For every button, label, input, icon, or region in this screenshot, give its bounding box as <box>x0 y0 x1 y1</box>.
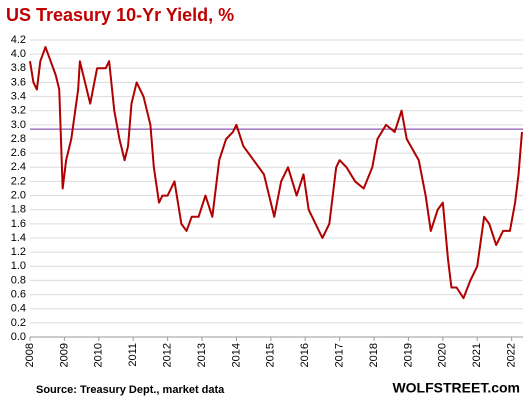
y-tick-label: 2.8 <box>11 133 26 145</box>
y-tick-label: 1.4 <box>11 232 26 244</box>
y-tick-label: 0.2 <box>11 317 26 329</box>
x-tick-label: 2016 <box>299 343 311 367</box>
source: Source: Treasury Dept., market data <box>36 384 225 396</box>
y-tick-label: 2.0 <box>11 189 26 201</box>
y-tick-label: 1.2 <box>11 246 26 258</box>
x-tick-label: 2021 <box>471 343 483 367</box>
y-tick-label: 4.2 <box>11 34 26 46</box>
x-tick-label: 2018 <box>368 343 380 367</box>
x-tick-label: 2022 <box>506 343 518 367</box>
y-tick-label: 0.8 <box>11 274 26 286</box>
line-series <box>29 46 523 300</box>
brand: WOLFSTREET.com <box>392 380 520 396</box>
x-tick-label: 2011 <box>127 343 139 367</box>
y-tick-label: 2.6 <box>11 147 26 159</box>
y-tick-label: 3.4 <box>11 90 26 102</box>
y-tick-label: 1.0 <box>11 260 26 272</box>
y-tick-label: 3.0 <box>11 119 26 131</box>
x-tick-label: 2013 <box>196 343 208 367</box>
chart-title: US Treasury 10-Yr Yield, % <box>6 5 234 25</box>
x-tick-label: 2015 <box>265 343 277 367</box>
x-tick-label: 2020 <box>437 343 449 367</box>
y-tick-label: 3.6 <box>11 76 26 88</box>
y-tick-label: 3.8 <box>11 62 26 74</box>
y-tick-label: 1.8 <box>11 204 26 216</box>
y-tick-label: 0.4 <box>11 303 26 315</box>
y-tick-label: 0.0 <box>11 331 26 343</box>
x-tick-label: 2012 <box>162 343 174 367</box>
x-tick-label: 2008 <box>24 343 36 367</box>
y-tick-label: 4.0 <box>11 48 26 60</box>
x-tick-label: 2019 <box>402 343 414 367</box>
y-tick-label: 1.6 <box>11 218 26 230</box>
y-tick-label: 0.6 <box>11 288 26 300</box>
y-tick-label: 2.2 <box>11 175 26 187</box>
y-tick-label: 3.2 <box>11 105 26 117</box>
y-tick-label: 2.4 <box>11 161 26 173</box>
x-tick-label: 2014 <box>230 343 242 367</box>
x-tick-label: 2009 <box>58 343 70 367</box>
x-tick-label: 2017 <box>334 343 346 367</box>
x-tick-label: 2010 <box>93 343 105 367</box>
